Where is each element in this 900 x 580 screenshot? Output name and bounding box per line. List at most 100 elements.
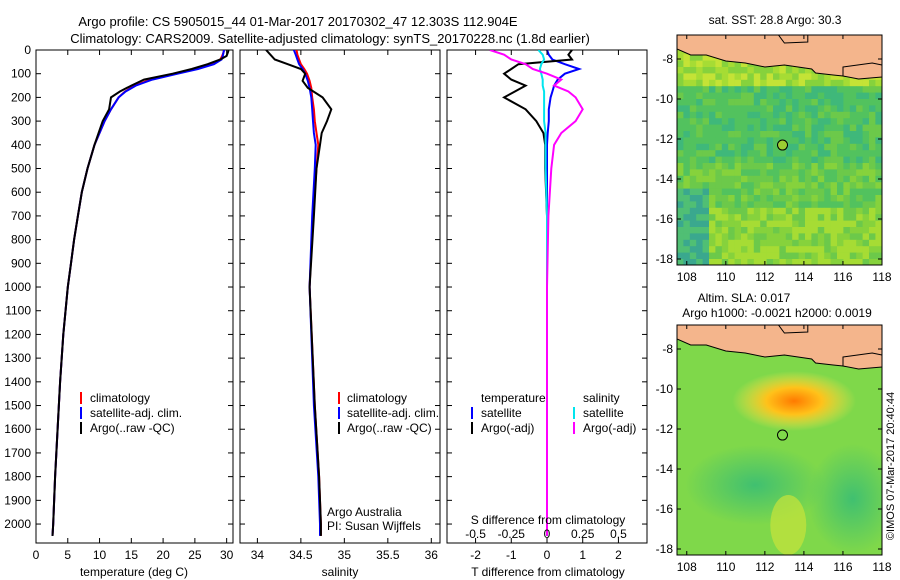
- sst-cell: [734, 252, 742, 260]
- sst-cell: [785, 227, 793, 234]
- sst-cell: [849, 105, 857, 113]
- header-line1: Argo profile: CS 5905015_44 01-Mar-2017 …: [78, 14, 518, 29]
- sst-cell: [856, 99, 863, 106]
- sst-cell: [709, 67, 716, 74]
- sst-cell: [869, 246, 876, 253]
- sst-cell: [709, 54, 716, 61]
- sst-cell: [785, 150, 793, 157]
- sst-cell: [741, 67, 748, 74]
- sst-cell: [792, 163, 799, 170]
- sst-cell: [677, 195, 684, 202]
- sst-cell: [773, 118, 780, 125]
- sst-cell: [683, 105, 691, 113]
- y-tick-label: 900: [11, 256, 31, 270]
- sst-cell: [805, 169, 812, 177]
- sst-cell: [830, 214, 838, 221]
- sst-cell: [747, 233, 755, 241]
- sst-cell: [760, 252, 767, 260]
- y-tick-label: 1200: [4, 327, 31, 341]
- y-tick-label: 1500: [4, 399, 31, 413]
- sst-cell: [766, 79, 774, 87]
- sst-cell: [773, 124, 780, 132]
- sst-cell: [696, 131, 703, 138]
- sst-cell: [830, 118, 838, 125]
- sst-cell: [798, 67, 806, 74]
- sst-cell: [817, 118, 825, 125]
- sst-cell: [869, 227, 876, 234]
- sst-cell: [760, 150, 767, 157]
- sst-cell: [862, 207, 870, 215]
- y-tick-label: 1300: [4, 351, 31, 365]
- sst-cell: [843, 169, 851, 177]
- sst-cell: [715, 195, 723, 202]
- legend-satellite: satellite-adj. clim.: [90, 406, 182, 420]
- sst-cell: [747, 163, 755, 170]
- series-line-salinity-argo-adj: [489, 50, 584, 536]
- sst-cell: [702, 156, 710, 164]
- sst-cell: [734, 156, 742, 164]
- sst-cell: [779, 252, 787, 260]
- sst-cell: [734, 73, 742, 81]
- sst-cell: [689, 143, 697, 151]
- sst-cell: [811, 252, 819, 260]
- sst-cell: [862, 150, 870, 157]
- sst-cell: [773, 143, 780, 151]
- sst-cell: [811, 233, 819, 241]
- sst-cell: [843, 143, 851, 151]
- sst-cell: [849, 150, 857, 157]
- sst-cell: [824, 246, 831, 253]
- sst-cell: [779, 124, 787, 132]
- sst-cell: [683, 150, 691, 157]
- sst-cell: [805, 246, 812, 253]
- sst-cell: [811, 143, 819, 151]
- sst-cell: [869, 195, 876, 202]
- sst-cell: [856, 188, 863, 196]
- sst-cell: [766, 214, 774, 221]
- sst-cell: [862, 201, 870, 209]
- sst-cell: [734, 150, 742, 157]
- sst-cell: [792, 220, 799, 228]
- sst-cell: [830, 99, 838, 106]
- sst-cell: [741, 118, 748, 125]
- salinity-legend: climatology satellite-adj. clim. Argo(..…: [338, 391, 439, 435]
- sst-cell: [702, 92, 710, 100]
- sst-cell: [721, 99, 729, 106]
- sst-cell: [869, 169, 876, 177]
- sst-cell: [817, 246, 825, 253]
- sst-cell: [773, 163, 780, 170]
- sst-cell: [696, 137, 703, 145]
- legend-satellite: satellite-adj. clim.: [347, 406, 439, 420]
- sst-cell: [773, 169, 780, 177]
- sst-cell: [747, 150, 755, 157]
- sst-cell: [798, 124, 806, 132]
- sst-cell: [805, 214, 812, 221]
- sst-cell: [824, 92, 831, 100]
- sst-cell: [760, 73, 767, 81]
- sst-cell: [696, 99, 703, 106]
- sst-cell: [875, 188, 882, 196]
- sst-cell: [702, 214, 710, 221]
- y-tick-label: 400: [11, 138, 31, 152]
- sst-cell: [875, 227, 882, 234]
- sst-cell: [728, 124, 735, 132]
- sst-cell: [849, 182, 857, 189]
- sst-cell: [728, 163, 735, 170]
- sst-cell: [869, 92, 876, 100]
- sst-cell: [721, 111, 729, 119]
- sst-cell: [689, 92, 697, 100]
- sst-cell: [798, 137, 806, 145]
- sst-cell: [773, 67, 780, 74]
- sst-cell: [811, 182, 819, 189]
- sst-cell: [753, 207, 761, 215]
- sst-cell: [766, 143, 774, 151]
- sst-cell: [760, 207, 767, 215]
- sst-cell: [779, 105, 787, 113]
- sst-cell: [689, 73, 697, 81]
- sst-cell: [760, 86, 767, 93]
- x-tick-label: 5: [64, 548, 71, 562]
- sst-cell: [753, 201, 761, 209]
- sst-cell: [869, 137, 876, 145]
- sst-cell: [785, 156, 793, 164]
- sst-cell: [715, 86, 723, 93]
- sst-cell: [862, 99, 870, 106]
